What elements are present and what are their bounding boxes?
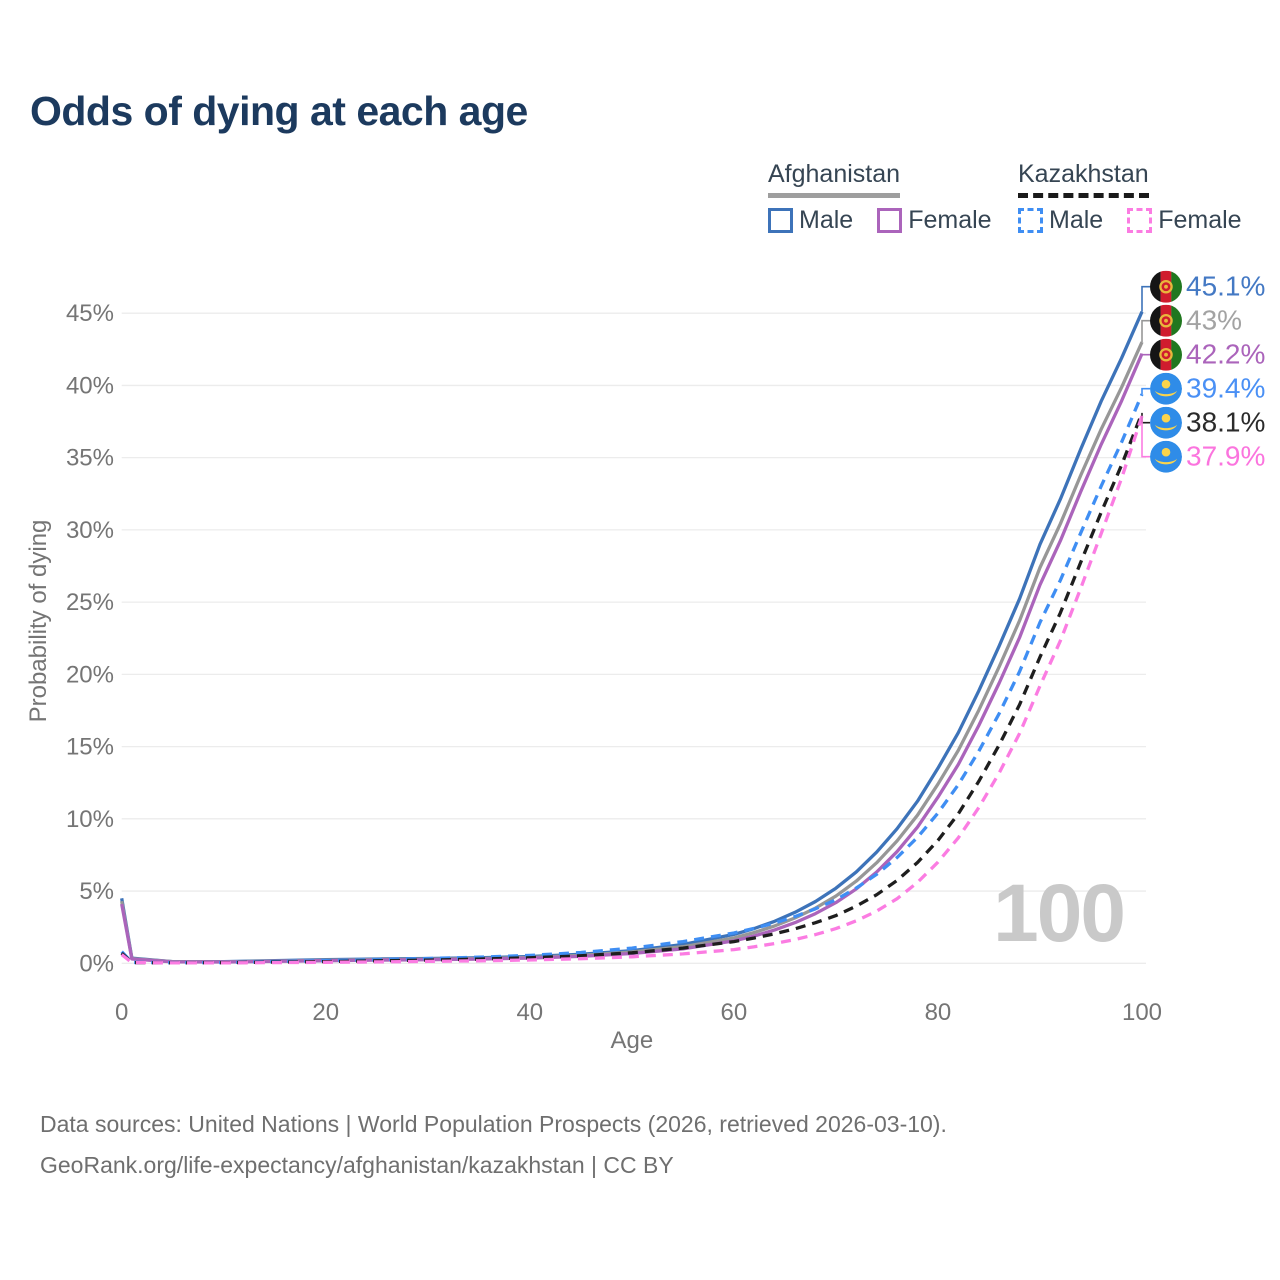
- end-value-label-afghanistan-male: 45.1%: [1186, 271, 1265, 302]
- legend-item-label: Male: [1049, 206, 1104, 234]
- x-tick-label: 60: [721, 999, 748, 1026]
- legend-item-kazakhstan-female[interactable]: Female: [1127, 206, 1242, 235]
- flag-kazakhstan-icon: [1150, 372, 1182, 405]
- attribution-line: GeoRank.org/life-expectancy/afghanistan/…: [40, 1152, 674, 1178]
- legend-country-afghanistan: Afghanistan: [768, 160, 901, 198]
- flag-afghanistan-icon: [1150, 270, 1182, 303]
- x-tick-label: 40: [516, 999, 543, 1026]
- y-tick-label: 5%: [79, 878, 114, 905]
- legend-item-label: Female: [908, 206, 992, 234]
- x-tick-label: 0: [115, 999, 128, 1026]
- end-label-connector: [1141, 319, 1150, 343]
- legend-item-afghanistan-male[interactable]: Male: [768, 206, 853, 235]
- end-label-connector: [1141, 412, 1150, 424]
- series-line-afghanistan[interactable]: [120, 341, 1144, 964]
- end-value-label-afghanistan: 43%: [1186, 305, 1242, 336]
- legend-group-kazakhstan: Kazakhstan Male Female: [1018, 160, 1242, 235]
- x-tick-label: 80: [925, 999, 952, 1026]
- legend-item-afghanistan-female[interactable]: Female: [877, 206, 992, 235]
- legend-country-kazakhstan: Kazakhstan: [1018, 160, 1149, 198]
- afghanistan-male-swatch-icon: [768, 208, 793, 233]
- legend-item-kazakhstan-male[interactable]: Male: [1018, 206, 1103, 235]
- series-line-kazakhstan-male[interactable]: [120, 393, 1144, 965]
- series-line-kazakhstan[interactable]: [120, 412, 1144, 965]
- end-label-connector: [1141, 415, 1150, 458]
- x-tick-label: 100: [1122, 999, 1162, 1026]
- kazakhstan-male-swatch-icon: [1018, 208, 1043, 233]
- y-tick-label: 10%: [66, 806, 114, 833]
- end-label-connector: [1141, 285, 1150, 312]
- y-tick-label: 30%: [66, 517, 114, 544]
- page-title: Odds of dying at each age: [30, 88, 528, 134]
- kazakhstan-female-swatch-icon: [1127, 208, 1153, 233]
- end-label-connector: [1141, 353, 1150, 356]
- y-axis-title: Probability of dying: [25, 520, 52, 723]
- end-value-label-kazakhstan-female: 37.9%: [1186, 441, 1265, 472]
- y-tick-label: 20%: [66, 661, 114, 688]
- y-tick-label: 35%: [66, 445, 114, 472]
- flag-afghanistan-icon: [1150, 304, 1182, 337]
- legend-item-label: Male: [799, 206, 854, 234]
- series-line-afghanistan-female[interactable]: [120, 352, 1144, 964]
- data-sources-line: Data sources: United Nations | World Pop…: [40, 1111, 947, 1137]
- series-line-kazakhstan-female[interactable]: [120, 415, 1144, 965]
- end-value-label-afghanistan-female: 42.2%: [1186, 339, 1265, 370]
- x-tick-label: 20: [312, 999, 339, 1026]
- y-tick-label: 40%: [66, 372, 114, 399]
- age-counter-watermark: 100: [993, 868, 1124, 959]
- y-tick-label: 45%: [66, 300, 114, 327]
- flag-kazakhstan-icon: [1150, 440, 1182, 473]
- afghanistan-female-swatch-icon: [877, 208, 903, 233]
- series-line-afghanistan-male[interactable]: [120, 311, 1144, 964]
- flag-kazakhstan-icon: [1150, 406, 1182, 439]
- x-axis-title: Age: [610, 1027, 653, 1054]
- legend-item-label: Female: [1158, 206, 1242, 234]
- end-label-connector: [1141, 387, 1150, 395]
- y-tick-label: 0%: [79, 950, 114, 977]
- end-value-label-kazakhstan: 38.1%: [1186, 407, 1265, 438]
- flag-afghanistan-icon: [1150, 338, 1182, 371]
- y-tick-label: 15%: [66, 734, 114, 761]
- legend-group-afghanistan: Afghanistan Male Female: [768, 160, 992, 235]
- chart-footer: Data sources: United Nations | World Pop…: [40, 1104, 947, 1186]
- y-tick-label: 25%: [66, 589, 114, 616]
- end-value-label-kazakhstan-male: 39.4%: [1186, 373, 1265, 404]
